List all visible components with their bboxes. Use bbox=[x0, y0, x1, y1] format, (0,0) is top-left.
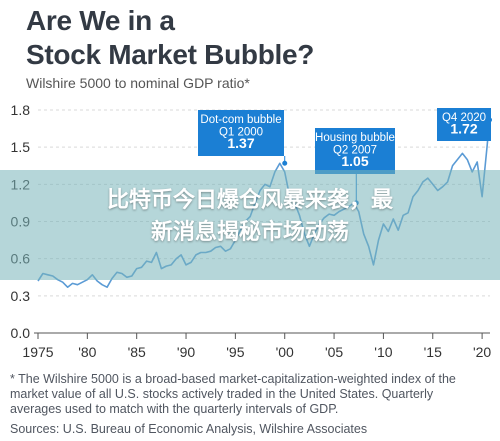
overlay-headline-line-2: 新消息揭秘市场动荡 bbox=[150, 219, 349, 244]
callout-point bbox=[282, 160, 288, 166]
x-tick-label: '15 bbox=[424, 344, 442, 360]
y-tick-label: 1.8 bbox=[11, 102, 31, 118]
y-tick-label: 0.3 bbox=[11, 288, 31, 304]
sources-note: Sources: U.S. Bureau of Economic Analysi… bbox=[10, 422, 368, 436]
callout-value: 1.72 bbox=[450, 121, 477, 137]
callout-label: Q4 2020 bbox=[442, 112, 486, 124]
x-tick-label: '05 bbox=[325, 344, 343, 360]
overlay-headline: 比特币今日爆仓风暴来袭，最 新消息揭秘市场动荡 bbox=[0, 184, 500, 248]
x-tick-label: '10 bbox=[374, 344, 392, 360]
overlay-headline-line-1: 比特币今日爆仓风暴来袭，最 bbox=[106, 187, 393, 212]
title-line-2: Stock Market Bubble? bbox=[26, 39, 315, 70]
page-title: Are We in a Stock Market Bubble? bbox=[26, 4, 314, 72]
callout-box bbox=[315, 128, 395, 174]
callout-value: 1.05 bbox=[341, 153, 368, 169]
chart-subtitle: Wilshire 5000 to nominal GDP ratio* bbox=[26, 75, 250, 91]
callout-label: Q1 2000 bbox=[219, 127, 263, 139]
x-tick-label: '80 bbox=[78, 344, 96, 360]
x-tick-label: '90 bbox=[177, 344, 195, 360]
callout-label: Dot-com bubble bbox=[200, 114, 281, 126]
x-tick-label: '85 bbox=[128, 344, 146, 360]
callout-value: 1.37 bbox=[227, 135, 254, 151]
callout-label: Housing bubble bbox=[315, 132, 395, 144]
x-tick-label: '20 bbox=[473, 344, 491, 360]
x-tick-label: '95 bbox=[226, 344, 244, 360]
callout-box bbox=[437, 108, 491, 141]
callout-label: Q2 2007 bbox=[333, 145, 377, 157]
x-tick-label: '00 bbox=[276, 344, 294, 360]
overlay-banner bbox=[0, 170, 500, 280]
callout-box bbox=[198, 110, 284, 156]
y-tick-label: 0.0 bbox=[11, 325, 31, 341]
x-tick-label: 1975 bbox=[22, 344, 53, 360]
y-tick-label: 1.5 bbox=[11, 139, 31, 155]
title-line-1: Are We in a bbox=[26, 5, 175, 36]
footnote: * The Wilshire 5000 is a broad-based mar… bbox=[10, 372, 456, 416]
